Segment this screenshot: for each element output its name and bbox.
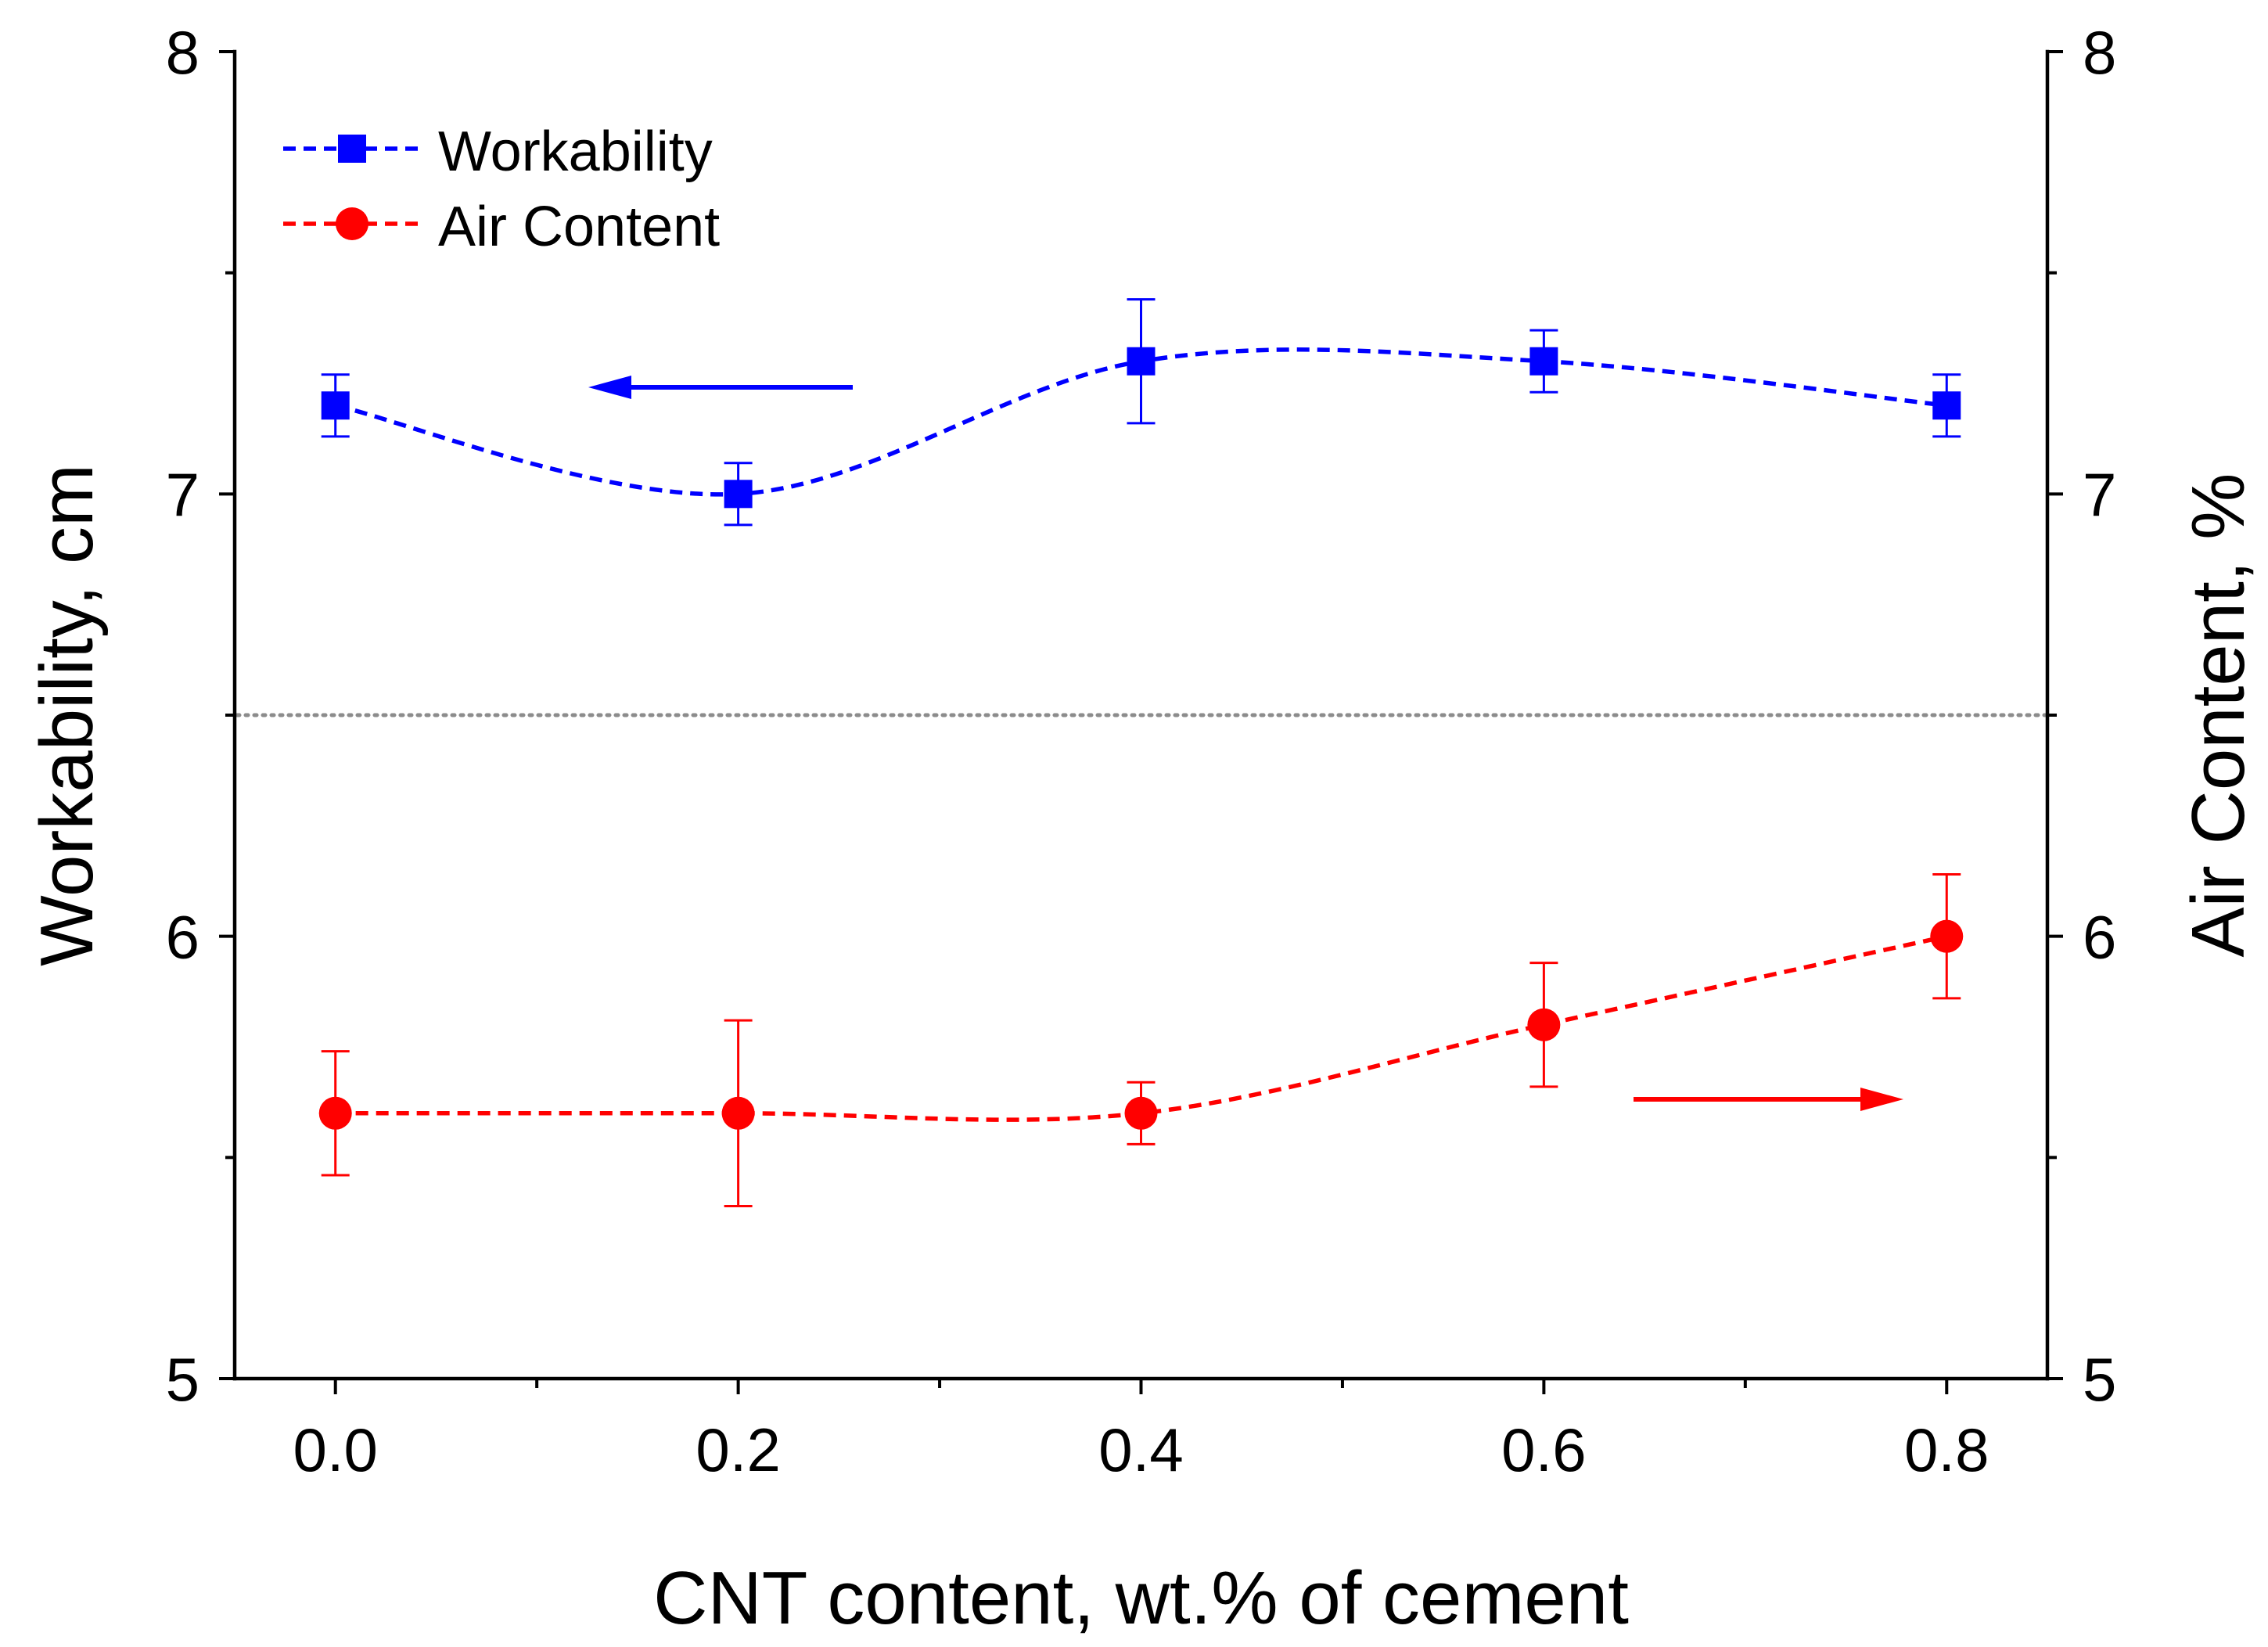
legend-label: Workability <box>438 120 713 183</box>
air-content-point <box>1930 919 1964 953</box>
x-tick-label: 0.4 <box>1098 1415 1183 1484</box>
series-layer <box>318 298 1964 1208</box>
label-layer: CNT content, wt.% of cement Workability,… <box>25 464 2260 1640</box>
x-axis-title: CNT content, wt.% of cement <box>653 1556 1629 1640</box>
x-tick-label: 0.6 <box>1501 1415 1586 1484</box>
x-tick-label: 0.2 <box>695 1415 780 1484</box>
y-right-tick-label: 8 <box>2083 18 2116 87</box>
y-right-tick-label: 5 <box>2083 1345 2116 1414</box>
axes-layer: 0.0 0.2 0.4 0.6 0.8 5 6 7 8 5 6 7 8 <box>166 18 2117 1484</box>
air-content-point <box>1124 1096 1158 1130</box>
legend-item-air-content: Air Content <box>283 196 720 258</box>
workability-point <box>1932 391 1961 420</box>
legend-item-workability: Workability <box>283 120 713 183</box>
series-workability <box>321 298 1961 527</box>
workability-point <box>724 480 753 509</box>
air-content-point <box>1527 1008 1561 1041</box>
y-right-tick-label: 6 <box>2083 903 2116 972</box>
y-left-tick-label: 7 <box>166 460 199 529</box>
y-right-axis-title: Air Content, % <box>2176 473 2260 958</box>
air-content-axis-arrow-head <box>1860 1088 1903 1111</box>
legend-marker <box>338 135 366 163</box>
air-content-point <box>318 1096 352 1130</box>
y-left-tick-label: 5 <box>166 1345 199 1414</box>
y-right-tick-label: 7 <box>2083 460 2116 529</box>
legend: Workability Air Content <box>283 120 720 258</box>
legend-marker <box>336 207 368 240</box>
workability-point <box>1127 347 1156 376</box>
y-left-tick-label: 8 <box>166 18 199 87</box>
air-content-axis-arrow <box>1634 1088 1903 1111</box>
legend-label: Air Content <box>438 196 720 258</box>
y-left-axis-title: Workability, cm <box>25 464 109 966</box>
x-tick-label: 0.0 <box>293 1415 378 1484</box>
annotation-layer <box>588 376 1903 1111</box>
series-air-content <box>318 873 1964 1208</box>
y-left-tick-label: 6 <box>166 903 199 972</box>
workability-point <box>321 391 350 420</box>
workability-axis-arrow <box>588 376 853 399</box>
workability-point <box>1529 347 1558 376</box>
x-tick-label: 0.8 <box>1904 1415 1989 1484</box>
air-content-point <box>721 1096 755 1130</box>
workability-axis-arrow-head <box>588 376 631 399</box>
